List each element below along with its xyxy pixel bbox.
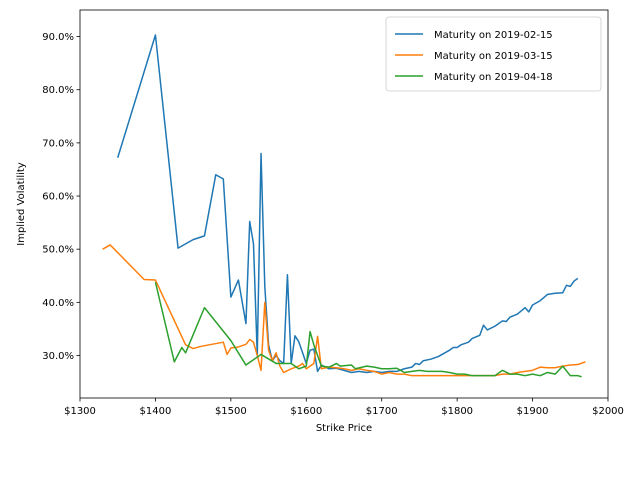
y-axis-label: Implied Volatility: [16, 162, 27, 246]
x-tick-label: $1300: [64, 406, 96, 417]
x-tick-label: $1600: [290, 406, 322, 417]
y-tick-label: 70.0%: [42, 138, 74, 149]
legend-label-1: Maturity on 2019-02-15: [434, 30, 553, 41]
x-tick-label: $1900: [517, 406, 549, 417]
axes: $1300 $1400 $1500 $1600 $1700 $1800 $1900 $2000…: [42, 9, 624, 417]
y-tick-label: 50.0%: [42, 245, 74, 256]
x-tick-label: $1700: [366, 406, 398, 417]
x-axis-label: Strike Price: [316, 423, 372, 434]
y-tick-label: 30.0%: [42, 351, 74, 362]
x-tick-label: $1800: [441, 406, 473, 417]
series-line-2: [102, 244, 586, 377]
x-tick-label: $1400: [140, 406, 172, 417]
y-tick-label: 90.0%: [42, 32, 74, 43]
x-tick-label: $1500: [215, 406, 247, 417]
axes-frame: [79, 9, 609, 399]
legend-box: [385, 16, 602, 92]
x-tick-label: $2000: [592, 406, 624, 417]
legend-label-3: Maturity on 2019-04-18: [434, 72, 553, 83]
legend: Maturity on 2019-02-15 Maturity on 2019-0…: [385, 16, 602, 92]
y-tick-label: 80.0%: [42, 85, 74, 96]
series-line-3: [154, 281, 582, 378]
y-tick-label: 60.0%: [42, 192, 74, 203]
legend-label-2: Maturity on 2019-03-15: [434, 51, 553, 62]
plot-area: [102, 34, 586, 378]
y-tick-label: 40.0%: [42, 298, 74, 309]
